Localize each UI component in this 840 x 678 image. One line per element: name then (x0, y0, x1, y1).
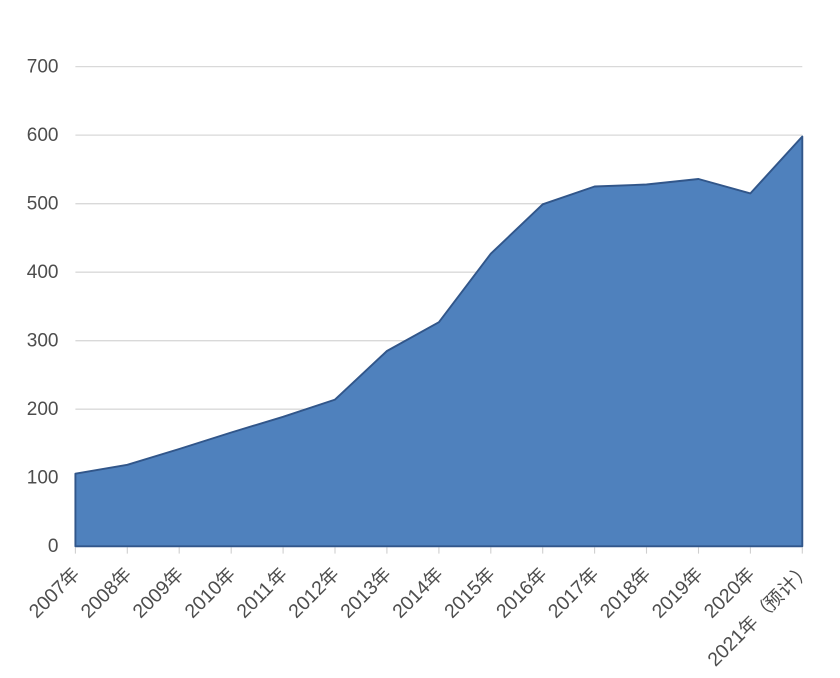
svg-text:300: 300 (27, 331, 59, 352)
svg-text:600: 600 (27, 125, 59, 146)
svg-text:400: 400 (27, 262, 59, 283)
svg-text:200: 200 (27, 399, 59, 420)
svg-text:100: 100 (27, 468, 59, 489)
svg-text:500: 500 (27, 194, 59, 215)
svg-text:700: 700 (27, 57, 59, 78)
svg-text:0: 0 (48, 536, 59, 557)
